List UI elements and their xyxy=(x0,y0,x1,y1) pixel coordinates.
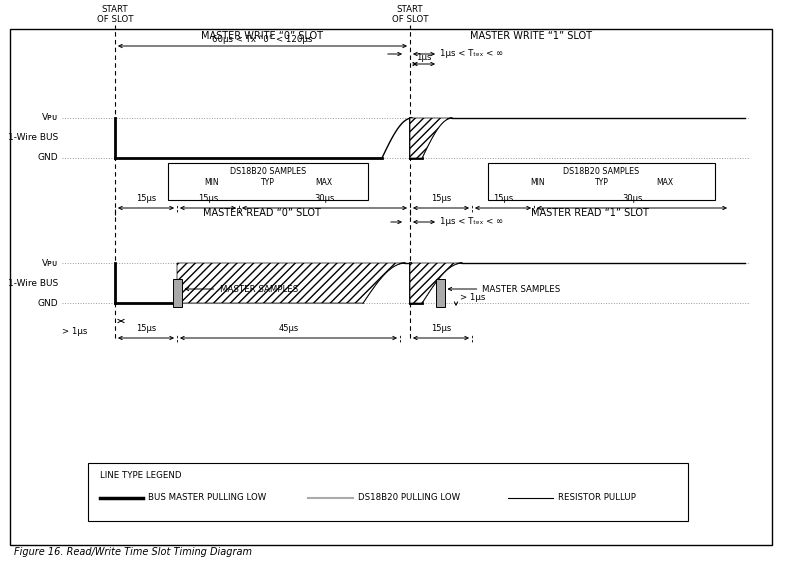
Text: RESISTOR PULLUP: RESISTOR PULLUP xyxy=(558,493,636,503)
Bar xyxy=(435,279,445,307)
Text: 1μs < Tₜₑₓ < ∞: 1μs < Tₜₑₓ < ∞ xyxy=(440,49,503,58)
Text: 1μs: 1μs xyxy=(417,53,432,62)
Text: MASTER READ “0” SLOT: MASTER READ “0” SLOT xyxy=(203,208,321,218)
Text: MASTER SAMPLES: MASTER SAMPLES xyxy=(219,285,298,293)
Text: MAX: MAX xyxy=(656,178,674,187)
Text: 15μs: 15μs xyxy=(431,324,451,333)
Text: MIN: MIN xyxy=(204,178,219,187)
Text: 30μs: 30μs xyxy=(314,194,335,203)
Bar xyxy=(168,163,368,200)
Text: 1μs < Tₜₑₓ < ∞: 1μs < Tₜₑₓ < ∞ xyxy=(440,218,503,226)
Text: START
OF SLOT: START OF SLOT xyxy=(391,5,428,24)
Text: MIN: MIN xyxy=(531,178,545,187)
Text: TYP: TYP xyxy=(594,178,608,187)
Text: 60μs < Tx “0” < 120μs: 60μs < Tx “0” < 120μs xyxy=(212,35,313,44)
Text: > 1μs: > 1μs xyxy=(62,327,88,336)
Text: START
OF SLOT: START OF SLOT xyxy=(97,5,134,24)
Polygon shape xyxy=(177,263,405,303)
Text: DS18B20 SAMPLES: DS18B20 SAMPLES xyxy=(230,167,306,176)
Text: 15μs: 15μs xyxy=(136,324,156,333)
Polygon shape xyxy=(410,118,452,158)
Bar xyxy=(488,163,715,200)
Text: BUS MASTER PULLING LOW: BUS MASTER PULLING LOW xyxy=(148,493,266,503)
Text: GND: GND xyxy=(38,154,58,163)
Text: 15μs: 15μs xyxy=(136,194,156,203)
Text: MASTER WRITE “0” SLOT: MASTER WRITE “0” SLOT xyxy=(201,31,323,41)
Polygon shape xyxy=(410,263,462,303)
Text: MASTER SAMPLES: MASTER SAMPLES xyxy=(483,285,560,293)
Text: Figure 16. Read/Write Time Slot Timing Diagram: Figure 16. Read/Write Time Slot Timing D… xyxy=(14,547,252,557)
Text: 15μs: 15μs xyxy=(431,194,451,203)
Text: TYP: TYP xyxy=(261,178,275,187)
Text: Vᴘᴜ: Vᴘᴜ xyxy=(42,258,58,268)
Text: 1-Wire BUS: 1-Wire BUS xyxy=(8,134,58,143)
Bar xyxy=(88,463,688,521)
Text: 30μs: 30μs xyxy=(622,194,642,203)
Text: MASTER READ “1” SLOT: MASTER READ “1” SLOT xyxy=(531,208,649,218)
Text: 45μs: 45μs xyxy=(278,324,299,333)
Text: LINE TYPE LEGEND: LINE TYPE LEGEND xyxy=(100,471,182,480)
Bar xyxy=(172,279,182,307)
Text: GND: GND xyxy=(38,299,58,308)
Text: 15μs: 15μs xyxy=(493,194,513,203)
Text: 15μs: 15μs xyxy=(198,194,219,203)
Text: MASTER WRITE “1” SLOT: MASTER WRITE “1” SLOT xyxy=(470,31,592,41)
Text: MAX: MAX xyxy=(315,178,332,187)
Text: 1-Wire BUS: 1-Wire BUS xyxy=(8,278,58,288)
Text: DS18B20 PULLING LOW: DS18B20 PULLING LOW xyxy=(358,493,460,503)
Text: > 1μs: > 1μs xyxy=(460,293,486,303)
Text: Vᴘᴜ: Vᴘᴜ xyxy=(42,113,58,123)
Text: DS18B20 SAMPLES: DS18B20 SAMPLES xyxy=(564,167,640,176)
